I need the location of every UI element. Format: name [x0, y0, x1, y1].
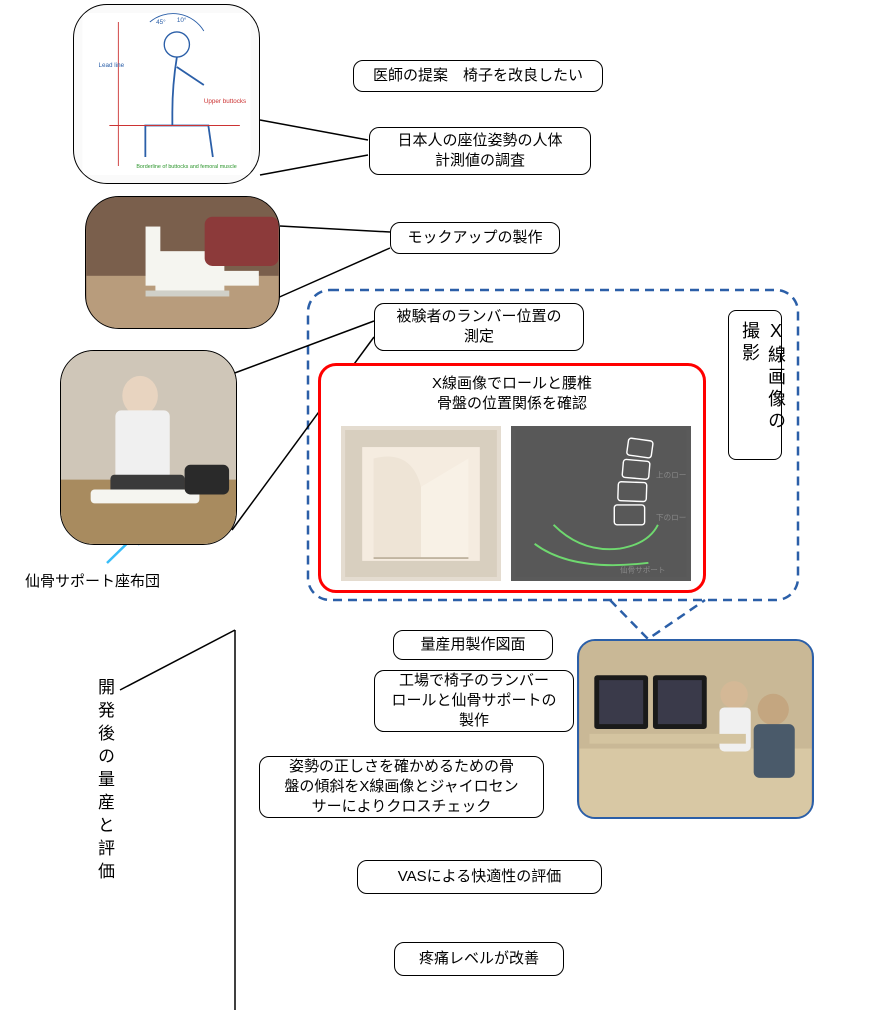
xray-title-box: X線画像の撮影 — [728, 310, 782, 460]
box-lumbar-measure: 被験者のランバー位置の 測定 — [374, 303, 584, 351]
svg-text:上のロール: 上のロール — [656, 470, 687, 479]
mockup-svg — [86, 197, 279, 328]
clinic-image — [577, 639, 814, 819]
skeleton-svg: Lead line Upper buttocks Borderline of b… — [74, 5, 259, 183]
svg-text:10°: 10° — [177, 16, 187, 24]
box-mockup: モックアップの製作 — [390, 222, 560, 254]
subject-image — [60, 350, 237, 545]
skeleton-image: Lead line Upper buttocks Borderline of b… — [73, 4, 260, 184]
mockup-image — [85, 196, 280, 329]
svg-text:下のロール: 下のロール — [656, 513, 687, 522]
sacral-cushion-label: 仙骨サポート座布団 — [25, 570, 160, 591]
svg-text:45°: 45° — [156, 18, 166, 26]
xray-confirm-text: X線画像でロールと腰椎 骨盤の位置関係を確認 — [321, 374, 703, 415]
xray-title-text: X線画像の撮影 — [737, 321, 789, 449]
box-proposal: 医師の提案 椅子を改良したい — [353, 60, 603, 92]
box-vas: VASによる快適性の評価 — [357, 860, 602, 894]
box-anthropometry: 日本人の座位姿勢の人体 計測値の調査 — [369, 127, 591, 175]
xray-image: 上のロール 下のロール 仙骨サポート — [511, 426, 691, 581]
svg-text:Lead line: Lead line — [99, 62, 125, 69]
xray-confirm-box: X線画像でロールと腰椎 骨盤の位置関係を確認 上のロール 下のロール 仙骨サポー… — [318, 363, 706, 593]
phase2-label: 開発後の量産と評価 — [92, 678, 117, 885]
subject-svg — [61, 351, 236, 544]
box-production-drawing: 量産用製作図面 — [393, 630, 553, 660]
box-factory: 工場で椅子のランバー ロールと仙骨サポートの 製作 — [374, 670, 574, 732]
svg-text:Upper buttocks: Upper buttocks — [204, 98, 246, 105]
box-crosscheck: 姿勢の正しさを確かめるための骨 盤の傾斜をX線画像とジャイロセン サーによりクロ… — [259, 756, 544, 818]
roll-material-image — [341, 426, 501, 581]
svg-text:仙骨サポート: 仙骨サポート — [620, 564, 665, 574]
svg-text:Borderline of buttocks and fem: Borderline of buttocks and femoral muscl… — [136, 164, 236, 170]
box-pain-improved: 疼痛レベルが改善 — [394, 942, 564, 976]
